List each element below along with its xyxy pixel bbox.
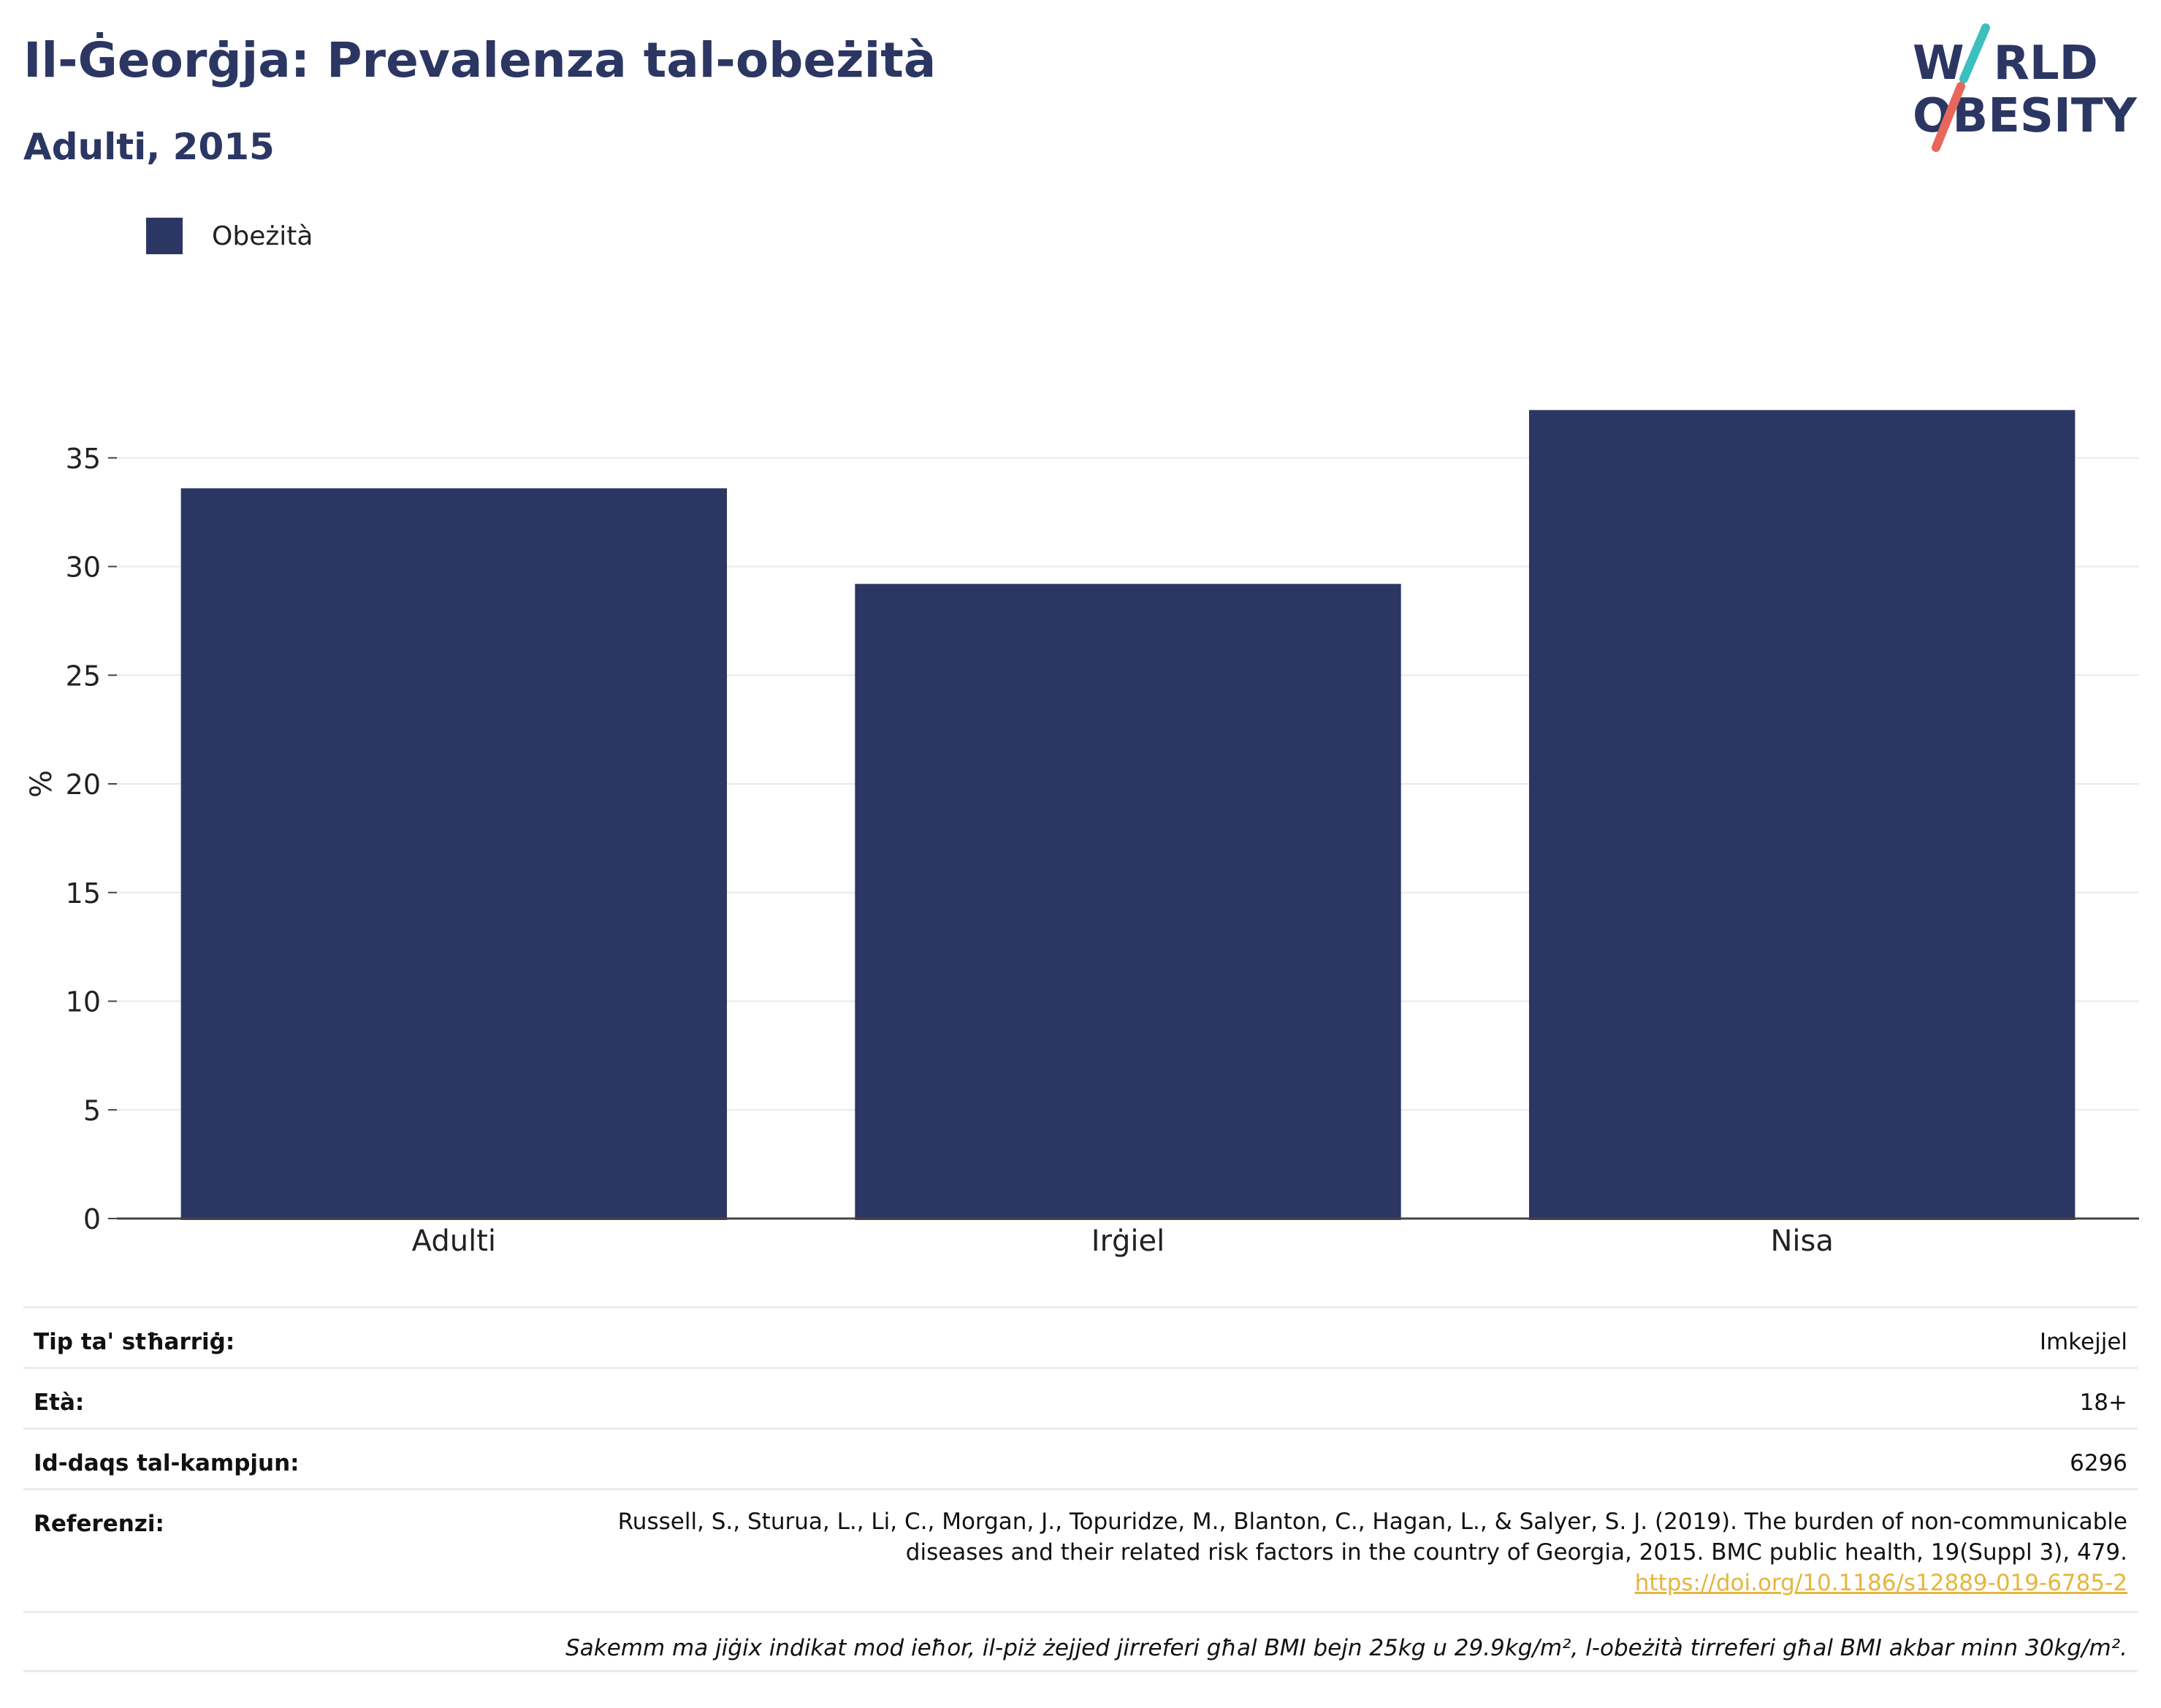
x-axis-ticks: Adulti Irġiel Nisa bbox=[412, 1224, 1834, 1258]
bar-irġiel bbox=[855, 584, 1401, 1220]
world-obesity-logo: W RLD OBESITY bbox=[1913, 23, 2137, 152]
y-axis-label: % bbox=[25, 770, 58, 798]
page-subtitle: Adulti, 2015 bbox=[23, 126, 275, 168]
x-tick-label-1: Irġiel bbox=[1091, 1224, 1165, 1258]
y-tick-label-10: 10 bbox=[66, 986, 101, 1018]
legend: Obeżità bbox=[146, 216, 313, 256]
y-axis-ticks: 0 5 10 15 20 25 30 35 bbox=[66, 443, 117, 1235]
note-row: Sakemm ma jiġix indikat mod ieħor, il-pi… bbox=[23, 1611, 2138, 1672]
info-table: Tip ta' stħarriġ: Imkejjel Età: 18+ Id-d… bbox=[23, 1306, 2138, 1672]
x-tick-label-2: Nisa bbox=[1770, 1224, 1833, 1258]
bar-adulti bbox=[180, 488, 728, 1220]
y-tick-label-15: 15 bbox=[66, 877, 101, 910]
y-tick-label-30: 30 bbox=[66, 552, 101, 584]
sample-size-row: Id-daqs tal-kampjun: 6296 bbox=[23, 1427, 2138, 1488]
survey-type-value: Imkejjel bbox=[2039, 1329, 2127, 1355]
reference-link[interactable]: https://doi.org/10.1186/s12889-019-6785-… bbox=[1634, 1570, 2127, 1596]
reference-line-1: Russell, S., Sturua, L., Li, C., Morgan,… bbox=[617, 1509, 2127, 1535]
legend-label: Obeżità bbox=[212, 221, 313, 251]
bars bbox=[180, 410, 2076, 1220]
survey-type-row: Tip ta' stħarriġ: Imkejjel bbox=[23, 1306, 2138, 1367]
reference-label: Referenzi: bbox=[34, 1511, 164, 1537]
survey-type-label: Tip ta' stħarriġ: bbox=[34, 1329, 235, 1355]
bmi-note: Sakemm ma jiġix indikat mod ieħor, il-pi… bbox=[565, 1635, 2127, 1661]
reference-text: Russell, S., Sturua, L., Li, C., Morgan,… bbox=[520, 1506, 2127, 1598]
sample-size-value: 6296 bbox=[2070, 1450, 2127, 1476]
y-tick-label-0: 0 bbox=[83, 1203, 101, 1235]
legend-swatch bbox=[146, 218, 183, 254]
reference-row: Referenzi: Russell, S., Sturua, L., Li, … bbox=[23, 1488, 2138, 1611]
reference-line-2: diseases and their related risk factors … bbox=[905, 1539, 2127, 1566]
age-value: 18+ bbox=[2079, 1389, 2127, 1416]
x-tick-label-0: Adulti bbox=[412, 1224, 496, 1258]
y-tick-label-5: 5 bbox=[83, 1094, 101, 1126]
svg-text:OBESITY: OBESITY bbox=[1913, 89, 2137, 143]
bar-chart: 0 5 10 15 20 25 30 35 Adulti Irġiel Nisa % bbox=[25, 410, 2139, 1258]
y-tick-label-25: 25 bbox=[66, 660, 101, 692]
bar-nisa bbox=[1528, 410, 2076, 1220]
age-row: Età: 18+ bbox=[23, 1367, 2138, 1427]
page-title: Il-Ġeorġja: Prevalenza tal-obeżità bbox=[23, 32, 937, 88]
y-tick-label-20: 20 bbox=[66, 769, 101, 801]
age-label: Età: bbox=[34, 1389, 85, 1416]
sample-size-label: Id-daqs tal-kampjun: bbox=[34, 1450, 300, 1476]
y-tick-label-35: 35 bbox=[66, 443, 101, 475]
